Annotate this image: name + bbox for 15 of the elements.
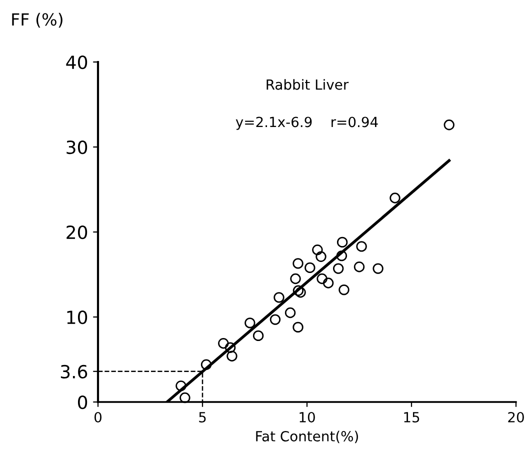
x-tick-label: 15 bbox=[404, 412, 420, 422]
y-tick-label: 20 bbox=[66, 225, 88, 240]
y-tick-label: 0 bbox=[78, 395, 88, 410]
x-tick-label: 20 bbox=[508, 412, 524, 422]
y-axis-title: FF (%) bbox=[12, 12, 62, 28]
annotation: y=2.1x-6.9 r=0.94 bbox=[236, 116, 378, 130]
annotation: Rabbit Liver bbox=[266, 79, 349, 90]
y-tick-label: 40 bbox=[66, 55, 88, 70]
x-tick-label: 10 bbox=[300, 412, 315, 422]
y-tick-label: 10 bbox=[67, 310, 88, 324]
y-tick-label: 3.6 bbox=[60, 364, 88, 379]
x-tick-label: 5 bbox=[199, 412, 206, 422]
y-tick-label: 30 bbox=[66, 140, 88, 154]
x-tick-label: 0 bbox=[94, 412, 102, 422]
x-axis-title: Fat Content(%) bbox=[256, 430, 358, 444]
